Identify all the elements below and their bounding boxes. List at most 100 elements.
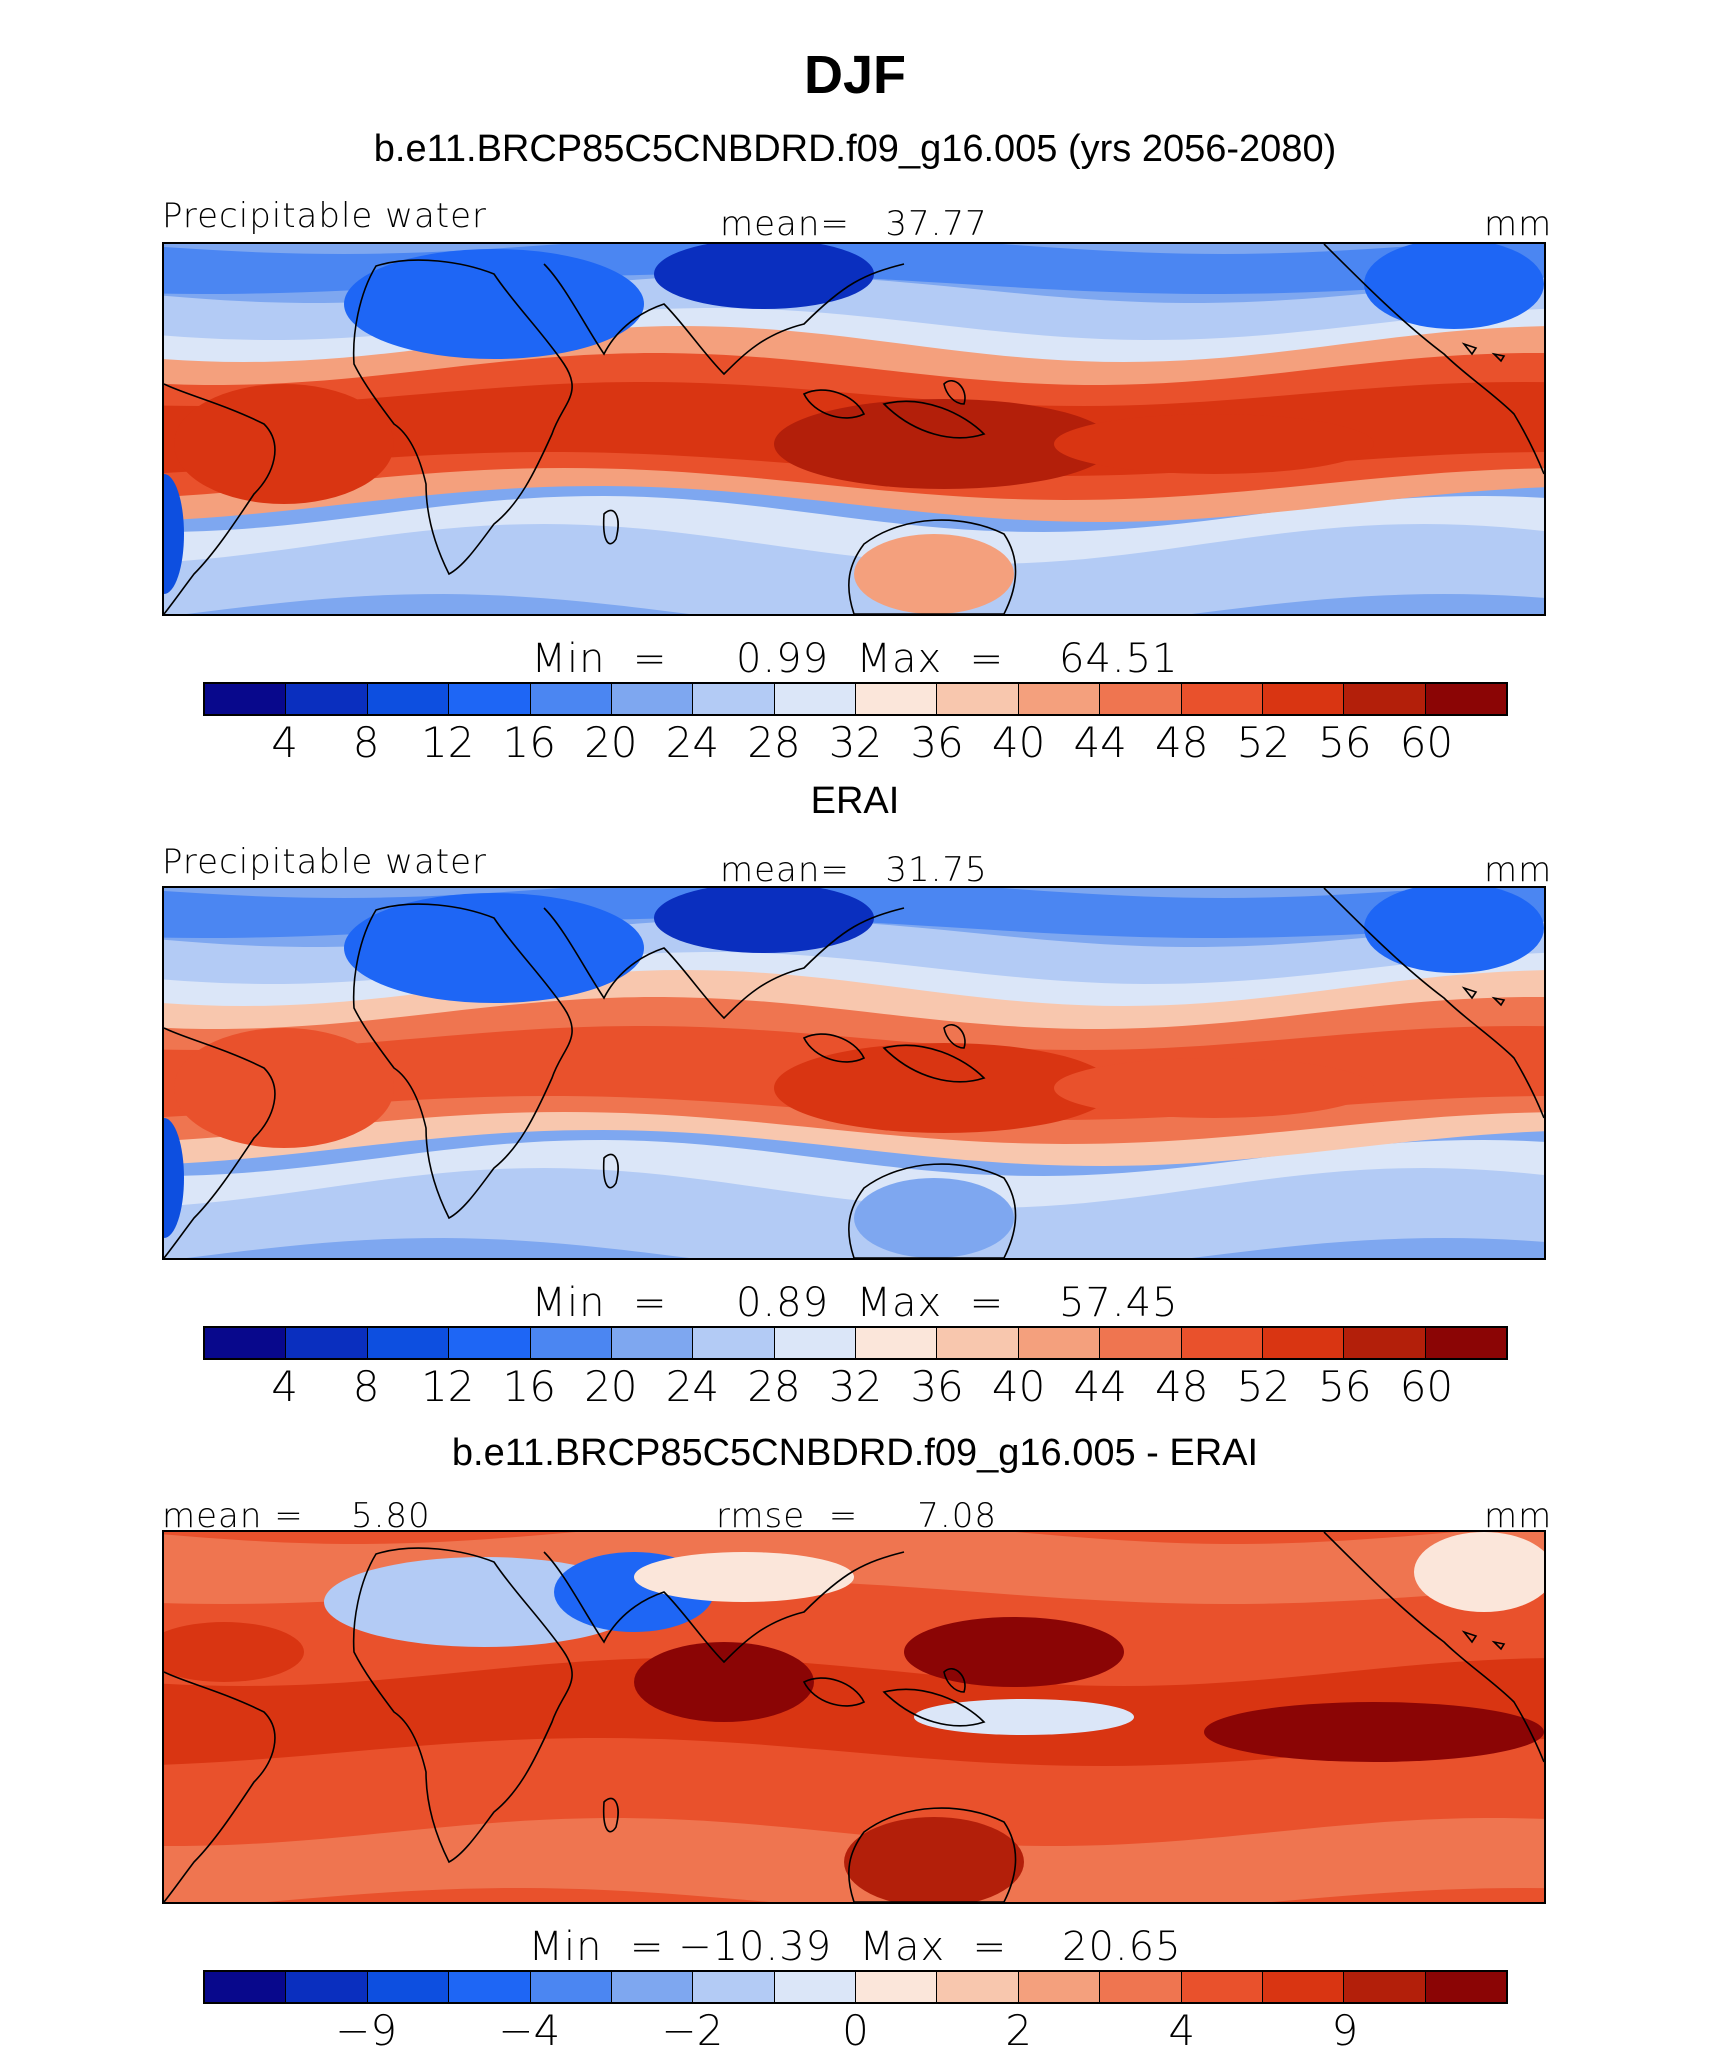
colorbar-tick-label: 8 xyxy=(352,1362,380,1411)
colorbar-tick-label: 60 xyxy=(1399,1362,1454,1411)
colorbar-tick-label: 48 xyxy=(1155,718,1209,767)
field-band xyxy=(164,524,1544,614)
panel3-mean-label: mean = 5.80 xyxy=(162,1496,431,1536)
colorbar-tick-label: 32 xyxy=(828,718,883,767)
coastline xyxy=(1323,888,1544,1119)
colorbar-tick-label: 16 xyxy=(502,718,556,767)
colorbar-tick-label: 24 xyxy=(665,718,720,767)
colorbar-swatch xyxy=(1262,684,1345,714)
colorbar-swatch xyxy=(1018,1328,1101,1358)
colorbar-tick-label: 56 xyxy=(1318,1362,1372,1411)
colorbar-swatch xyxy=(1262,1328,1345,1358)
colorbar-swatch xyxy=(367,1328,450,1358)
coastline xyxy=(802,1033,866,1063)
colorbar-tick-label: 2 xyxy=(1005,2006,1032,2055)
panel1-mean-label: mean= 37.77 xyxy=(720,204,988,244)
coastline xyxy=(848,519,1017,614)
colorbar-swatch xyxy=(449,684,531,714)
colorbar-tick-label: 16 xyxy=(502,1362,556,1411)
colorbar-swatch xyxy=(205,684,287,714)
colorbar-swatch xyxy=(530,1972,612,2002)
colorbar-swatch xyxy=(1181,1972,1263,2002)
colorbar-tick-label: −2 xyxy=(661,2006,724,2055)
colorbar-tick-label: 12 xyxy=(420,1362,475,1411)
colorbar-swatch xyxy=(1181,1328,1263,1358)
colorbar-tick-label: 24 xyxy=(665,1362,720,1411)
field-blob xyxy=(844,1817,1024,1902)
field-blob xyxy=(1364,888,1544,973)
colorbar-tick-label: 52 xyxy=(1236,1362,1291,1411)
coastline xyxy=(164,1671,276,1902)
colorbar-swatch xyxy=(611,1972,694,2002)
coastline xyxy=(352,903,573,1220)
colorbar-swatch xyxy=(1344,684,1426,714)
colorbar-swatch xyxy=(367,684,450,714)
field-blob xyxy=(1054,1058,1374,1118)
coastline xyxy=(848,1163,1017,1258)
colorbar-swatch xyxy=(856,1972,938,2002)
colorbar-tick-label: 60 xyxy=(1399,718,1454,767)
field-blob xyxy=(344,249,644,359)
colorbar-swatch xyxy=(286,1972,368,2002)
field-blob xyxy=(1204,1702,1544,1762)
colorbar-tick-label: 52 xyxy=(1236,718,1291,767)
coastline xyxy=(352,1547,573,1864)
field-blob xyxy=(1414,1532,1544,1612)
panel1-units-label: mm xyxy=(1484,204,1553,244)
coastline xyxy=(802,389,866,419)
colorbar-tick-label: 40 xyxy=(991,718,1046,767)
panel3-minmax: Min = −10.39 Max = 20.65 xyxy=(528,1924,1182,1970)
panel2-mean-label: mean= 31.75 xyxy=(720,850,988,890)
colorbar-tick-label: 48 xyxy=(1155,1362,1209,1411)
colorbar-swatch xyxy=(1100,1972,1182,2002)
colorbar-swatch xyxy=(693,1328,775,1358)
coastline xyxy=(882,1044,986,1083)
colorbar-swatch xyxy=(937,684,1019,714)
colorbar-swatch xyxy=(611,1328,694,1358)
coastline xyxy=(1491,1640,1506,1651)
colorbar-swatch xyxy=(1100,684,1182,714)
panel2-variable-label: Precipitable water xyxy=(162,842,488,882)
colorbar-tick-label: 32 xyxy=(828,1362,883,1411)
field-blob xyxy=(854,534,1014,614)
colorbar-tick-label: 56 xyxy=(1318,718,1372,767)
field-blob xyxy=(654,888,874,953)
colorbar-tick-label: −9 xyxy=(335,2006,398,2055)
coastline xyxy=(602,1797,619,1833)
coastline xyxy=(164,1027,276,1258)
colorbar-tick-label: 36 xyxy=(910,718,964,767)
colorbar-swatch xyxy=(611,684,694,714)
coastline xyxy=(543,1551,905,1664)
colorbar-tick-label: −4 xyxy=(498,2006,561,2055)
colorbar-swatch xyxy=(1018,684,1101,714)
colorbar-tick-label: 4 xyxy=(271,718,298,767)
field-blob xyxy=(174,1028,394,1148)
field-band xyxy=(164,1168,1544,1258)
colorbar-swatch xyxy=(1262,1972,1345,2002)
colorbar-tick-label: 4 xyxy=(1168,2006,1196,2055)
colorbar-swatch xyxy=(530,684,612,714)
colorbar-swatch xyxy=(937,1972,1019,2002)
coastline xyxy=(1491,352,1506,363)
colorbar-swatch xyxy=(1100,1328,1182,1358)
coastline xyxy=(943,1668,966,1693)
field-blob xyxy=(164,1622,304,1682)
coastline xyxy=(1323,244,1544,475)
colorbar-tick-label: 28 xyxy=(747,718,801,767)
colorbar-swatch xyxy=(1425,1972,1506,2002)
panel3-title: b.e11.BRCP85C5CNBDRD.f09_g16.005 - ERAI xyxy=(451,1432,1259,1474)
colorbar-swatch xyxy=(856,684,938,714)
panel1-minmax: Min = 0.99 Max = 64.51 xyxy=(531,636,1179,682)
field-blob xyxy=(774,399,1114,489)
colorbar-swatch xyxy=(1181,684,1263,714)
panel1-map xyxy=(162,242,1546,616)
field-blob xyxy=(634,1642,814,1722)
colorbar-swatch xyxy=(286,684,368,714)
panel2-units-label: mm xyxy=(1484,850,1553,890)
coastline xyxy=(543,263,905,376)
colorbar-tick-label: 20 xyxy=(584,1362,638,1411)
panel1-title: b.e11.BRCP85C5CNBDRD.f09_g16.005 (yrs 20… xyxy=(373,128,1337,170)
panel2-colorbar xyxy=(203,1326,1508,1360)
field-blob xyxy=(634,1552,854,1602)
colorbar-swatch xyxy=(205,1328,287,1358)
